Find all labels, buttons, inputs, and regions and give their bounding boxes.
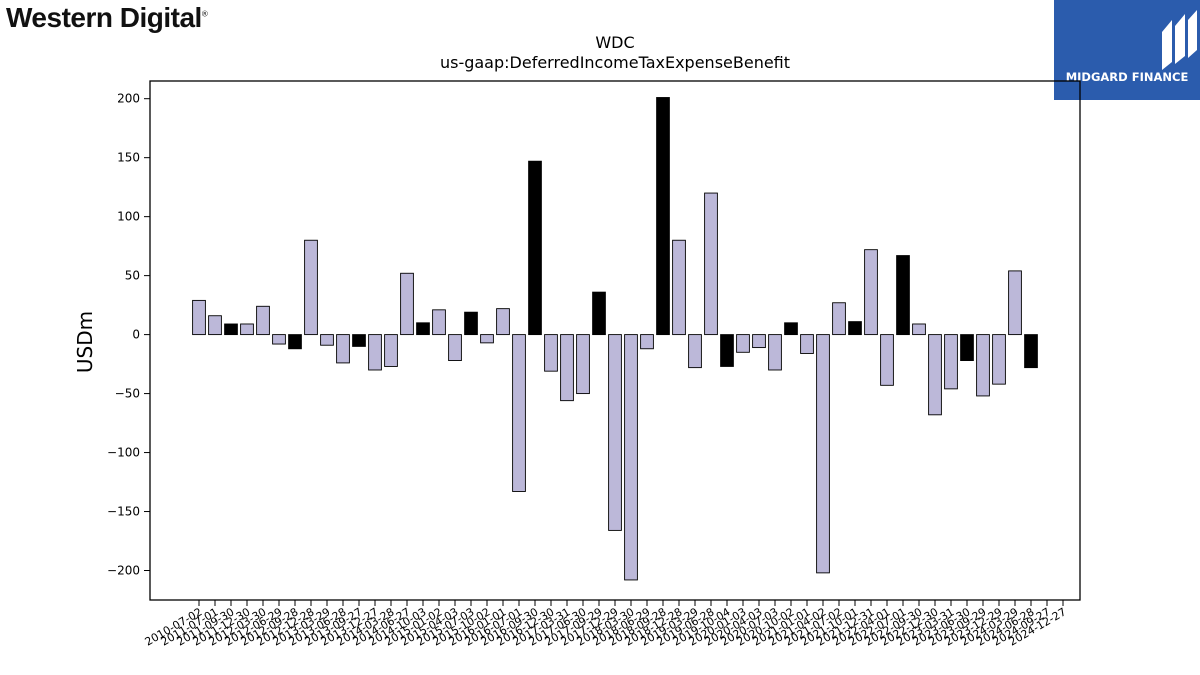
y-axis-label: USDm [73, 311, 97, 373]
bar-2021-12-31 [864, 249, 878, 336]
bar-2017-09-29 [592, 291, 606, 336]
midgard-finance-logo: MIDGARD FINANCE [1054, 0, 1200, 100]
y-tick-label: 100 [117, 210, 140, 224]
y-tick-label: −200 [107, 564, 140, 578]
bar-2014-10-03 [416, 322, 430, 336]
bar-2013-12-27 [368, 334, 382, 371]
bar-2017-12-29 [608, 334, 622, 531]
registered-mark: ® [201, 9, 208, 19]
bars-group [192, 97, 1038, 581]
bar-2020-07-03 [768, 334, 782, 371]
y-tick-label: −50 [115, 387, 140, 401]
bar-2021-04-02 [816, 334, 830, 574]
bar-2011-12-30 [240, 323, 254, 336]
bar-2015-04-03 [448, 334, 462, 362]
bar-2020-04-03 [752, 334, 766, 349]
bar-2016-09-30 [528, 160, 542, 336]
bar-2015-01-02 [432, 309, 446, 336]
bar-2018-06-29 [640, 334, 654, 350]
bar-2021-10-01 [848, 321, 862, 336]
bar-2022-12-30 [928, 334, 942, 416]
bar-2018-09-28 [656, 97, 670, 336]
bar-2015-10-02 [480, 334, 494, 344]
bar-2023-12-29 [992, 334, 1006, 385]
bar-2016-01-01 [496, 308, 510, 336]
y-tick-label: −150 [107, 505, 140, 519]
bar-2021-01-01 [800, 334, 814, 354]
western-digital-logo-text: Western Digital [6, 2, 202, 33]
y-tick-label: 0 [132, 328, 140, 342]
bar-2019-06-28 [704, 192, 718, 336]
chart-subtitle: us-gaap:DeferredIncomeTaxExpenseBenefit [440, 53, 790, 72]
bar-2024-03-29 [1008, 270, 1022, 336]
western-digital-logo: Western Digital® [6, 2, 208, 34]
y-tick-label: 200 [117, 92, 140, 106]
bar-2012-09-28 [288, 334, 302, 350]
midgard-emblem-icon [1162, 10, 1197, 70]
bar-2018-03-30 [624, 334, 638, 581]
bar-2014-03-28 [384, 334, 398, 367]
bar-2010-07-02 [192, 299, 206, 336]
x-ticks-group: 2010-07-022011-07-012011-09-302011-12-30… [143, 600, 1069, 649]
bar-2012-06-29 [272, 334, 286, 345]
bar-2019-03-29 [688, 334, 702, 369]
bar-2024-06-28 [1024, 334, 1038, 369]
bar-2020-10-02 [784, 322, 798, 336]
bar-2016-07-01 [512, 334, 526, 492]
chart-title: WDC [595, 33, 634, 52]
bar-2023-09-29 [976, 334, 990, 397]
bar-2011-07-01 [208, 315, 222, 336]
bar-2022-09-30 [912, 323, 926, 336]
bar-2022-07-01 [896, 255, 910, 336]
bar-2020-01-03 [736, 334, 750, 353]
bar-2015-07-03 [464, 311, 478, 336]
y-tick-label: −100 [107, 446, 140, 460]
bar-2022-04-01 [880, 334, 894, 386]
bar-2011-09-30 [224, 323, 238, 336]
bar-2019-10-04 [720, 334, 734, 367]
bar-2012-03-30 [256, 305, 270, 336]
bar-2016-12-30 [544, 334, 558, 372]
bar-2021-07-02 [832, 302, 846, 336]
bar-2018-12-28 [672, 239, 686, 336]
bar-2013-09-27 [352, 334, 366, 347]
y-tick-label: 50 [125, 269, 140, 283]
midgard-finance-text: MIDGARD FINANCE [1065, 70, 1189, 84]
bar-2012-12-28 [304, 239, 318, 336]
bar-2017-03-31 [560, 334, 574, 402]
bar-2013-03-29 [320, 334, 334, 346]
bar-2023-06-30 [960, 334, 974, 362]
y-tick-label: 150 [117, 151, 140, 165]
y-ticks-group: −200 −150 −100 −50 0 50 100 150 200 [107, 92, 150, 578]
plot-frame [149, 80, 1081, 601]
bar-2023-03-31 [944, 334, 958, 390]
bar-2013-06-28 [336, 334, 350, 364]
bar-2017-06-30 [576, 334, 590, 395]
bar-2014-06-27 [400, 272, 414, 336]
